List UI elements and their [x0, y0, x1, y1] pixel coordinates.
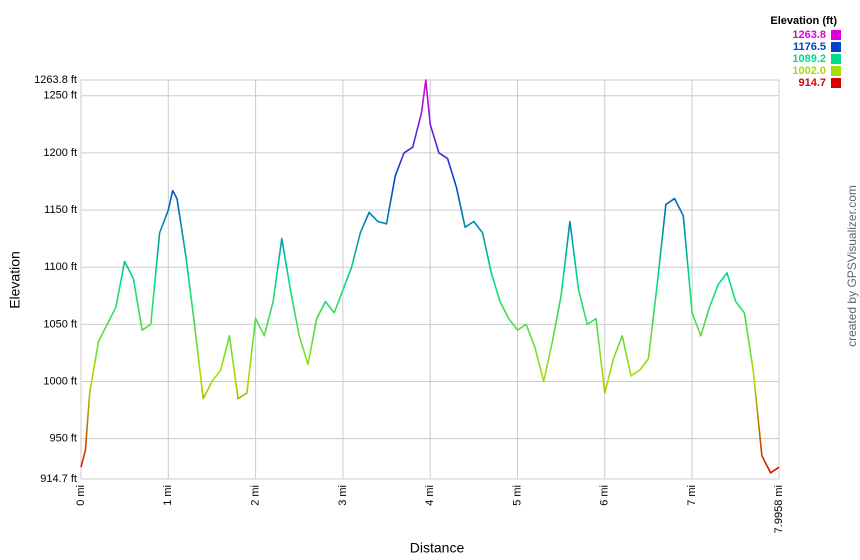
legend-swatch [831, 78, 841, 88]
legend-swatch [831, 42, 841, 52]
y-tick-label: 1100 ft [44, 261, 77, 273]
elevation-line [80, 79, 780, 474]
y-tick-label: 1150 ft [44, 204, 77, 216]
x-tick-label: 2 mi [249, 485, 261, 506]
y-tick-label: 914.7 ft [40, 473, 77, 485]
y-tick-label: 1250 ft [43, 90, 77, 102]
x-tick-label: 5 mi [511, 485, 523, 506]
legend-title: Elevation (ft) [770, 15, 837, 27]
legend-swatch [831, 30, 841, 40]
x-tick-label: 6 mi [599, 485, 611, 506]
x-tick-label: 7 mi [686, 485, 698, 506]
x-tick-label: 1 mi [162, 485, 174, 506]
y-tick-label: 1263.8 ft [34, 74, 77, 86]
y-tick-label: 1050 ft [43, 318, 77, 330]
legend-label: 1002.0 [792, 65, 826, 77]
x-tick-label: 0 mi [75, 485, 87, 506]
legend-label: 914.7 [798, 77, 826, 89]
x-tick-label: 7.9958 mi [773, 485, 785, 533]
x-tick-label: 4 mi [424, 485, 436, 506]
y-tick-label: 1200 ft [43, 147, 77, 159]
y-axis-label: Elevation [7, 251, 23, 309]
watermark: created by GPSVisualizer.com [845, 185, 859, 347]
legend-swatch [831, 66, 841, 76]
legend-label: 1176.5 [793, 41, 826, 53]
legend-swatch [831, 54, 841, 64]
y-tick-label: 950 ft [49, 433, 77, 445]
x-axis-label: Distance [410, 540, 465, 556]
legend-label: 1089.2 [792, 53, 826, 65]
x-tick-label: 3 mi [337, 485, 349, 506]
legend-label: 1263.8 [792, 29, 826, 41]
y-tick-label: 1000 ft [43, 375, 77, 387]
